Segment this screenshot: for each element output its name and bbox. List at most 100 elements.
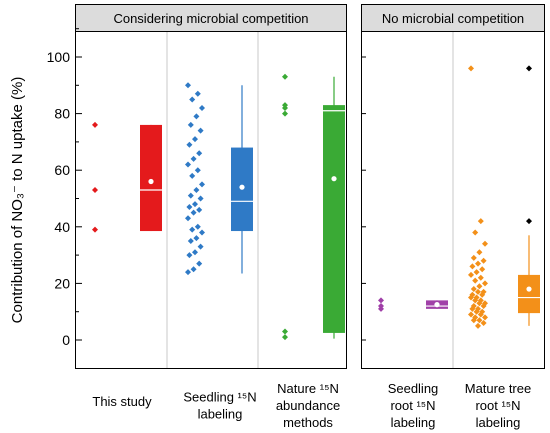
x-tick-label: root ¹⁵N [390, 398, 435, 413]
data-point [196, 260, 203, 267]
x-axis-labels: This study Seedling ¹⁵N labeling Nature ¹⁵N… [92, 381, 531, 430]
data-point [479, 291, 486, 298]
data-point [378, 297, 384, 304]
data-point [282, 110, 288, 117]
data-point [185, 82, 191, 89]
data-point [187, 237, 194, 244]
x-tick-label: Seedling [388, 381, 439, 396]
data-point [477, 311, 484, 318]
data-point [476, 317, 483, 324]
data-point [194, 167, 201, 174]
x-tick-label: Mature tree [465, 381, 531, 396]
panel-right-title: No microbial competition [382, 11, 524, 26]
data-point [192, 249, 198, 256]
data-point [282, 73, 288, 80]
data-point [480, 257, 487, 264]
box-body [323, 105, 345, 333]
data-point [378, 305, 384, 312]
data-point [475, 260, 481, 267]
y-tick-label-0: 0 [62, 332, 70, 348]
data-point [187, 121, 194, 128]
y-tick-label-20: 20 [54, 275, 70, 291]
data-point [194, 223, 201, 230]
data-point [470, 317, 477, 324]
data-point [477, 274, 484, 281]
x-tick-label: methods [283, 415, 333, 430]
y-tick-label-40: 40 [54, 219, 70, 235]
x-tick-label: labeling [391, 415, 436, 430]
data-point [189, 96, 196, 103]
data-point [282, 104, 288, 111]
data-point [476, 283, 483, 290]
data-point [196, 206, 203, 213]
y-axis-ticks: 0 20 40 60 80 100 [47, 28, 366, 348]
data-point [282, 328, 288, 335]
data-point [470, 254, 477, 261]
data-point [475, 288, 481, 295]
data-point [92, 187, 98, 194]
data-point [189, 172, 196, 179]
data-point [476, 249, 483, 256]
x-tick-label: labeling [476, 415, 521, 430]
y-tick-label-100: 100 [47, 49, 71, 65]
data-point [186, 203, 193, 210]
y-axis-label: Contribution of NO₃⁻ to N uptake (%) [9, 77, 26, 324]
data-point [476, 300, 483, 307]
box-mean-dot [331, 176, 337, 182]
data-point [199, 229, 205, 236]
data-point [186, 252, 193, 259]
box-mean-dot [148, 178, 154, 185]
data-point [190, 155, 197, 162]
data-point [197, 195, 204, 202]
data-point [193, 187, 200, 194]
data-point [197, 243, 204, 250]
chart-marks [92, 65, 540, 341]
y-tick-label-60: 60 [54, 162, 70, 178]
x-tick-label: labeling [198, 407, 243, 422]
data-point [185, 215, 191, 222]
y-tick-label-80: 80 [54, 106, 70, 122]
data-point [190, 209, 197, 216]
data-point [469, 263, 476, 270]
data-point [199, 181, 205, 188]
data-point [193, 235, 200, 242]
box-body [140, 124, 162, 232]
panel-right: No microbial competition [361, 4, 545, 369]
data-point [472, 229, 479, 236]
data-point [482, 280, 488, 287]
x-tick-label: abundance [276, 398, 340, 413]
data-point [193, 113, 200, 120]
data-point [197, 127, 204, 134]
data-point [480, 320, 487, 327]
x-tick-label: root ¹⁵N [475, 398, 520, 413]
data-point [469, 305, 476, 312]
data-point [475, 322, 481, 329]
x-tick-label: This study [92, 394, 152, 409]
panel-left-header [75, 4, 347, 32]
data-point [479, 266, 486, 273]
x-tick-label: Nature ¹⁵N [277, 381, 339, 396]
data-point [199, 104, 205, 111]
data-point [473, 308, 480, 315]
box-body [518, 274, 540, 314]
data-point [192, 136, 198, 143]
data-point [472, 297, 479, 304]
data-point [480, 303, 487, 310]
panel-right-header [361, 4, 545, 32]
data-point [282, 334, 288, 341]
panel-left-frame [75, 31, 347, 369]
data-point [477, 218, 484, 225]
box-mean-dot [239, 184, 245, 190]
panel-left: Considering microbial competition [75, 4, 347, 369]
outlier-point [526, 65, 532, 72]
data-point [468, 311, 474, 318]
data-point [92, 121, 98, 128]
data-point [468, 294, 474, 301]
data-point [190, 266, 197, 273]
outlier-point [526, 218, 532, 225]
data-point [482, 240, 488, 247]
panel-right-frame [361, 31, 545, 369]
data-point [192, 201, 198, 208]
data-point [187, 192, 194, 199]
